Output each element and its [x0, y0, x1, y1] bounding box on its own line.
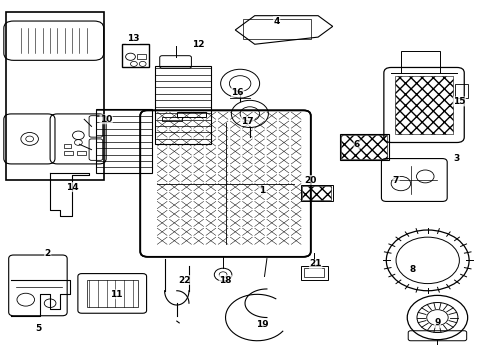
Bar	[302, 186, 331, 201]
Text: 2: 2	[45, 249, 51, 258]
Text: 4: 4	[273, 17, 280, 26]
Bar	[340, 134, 389, 160]
Text: 8: 8	[410, 265, 416, 274]
Text: 9: 9	[434, 318, 441, 327]
Bar	[342, 135, 387, 159]
Bar	[301, 266, 328, 280]
Text: 16: 16	[231, 88, 244, 97]
Bar	[456, 84, 467, 98]
Bar	[243, 19, 311, 39]
Text: 18: 18	[219, 275, 232, 284]
Bar	[177, 112, 206, 117]
Text: 10: 10	[100, 115, 112, 124]
Text: 17: 17	[241, 117, 254, 126]
Text: 11: 11	[110, 290, 122, 299]
Bar	[395, 76, 453, 134]
Bar	[304, 268, 324, 277]
Text: 15: 15	[453, 97, 465, 106]
Text: 12: 12	[193, 40, 205, 49]
Text: 7: 7	[393, 176, 399, 185]
Text: 1: 1	[259, 186, 265, 195]
Bar	[155, 66, 211, 144]
Text: 6: 6	[354, 140, 360, 149]
Text: 19: 19	[256, 320, 269, 329]
Text: 13: 13	[127, 35, 139, 44]
Text: 14: 14	[66, 183, 78, 192]
Bar	[137, 54, 146, 59]
Text: 20: 20	[305, 176, 317, 185]
Bar	[97, 109, 152, 173]
Text: 3: 3	[454, 154, 460, 163]
Bar	[87, 280, 138, 307]
Text: 21: 21	[309, 260, 322, 269]
Bar	[162, 117, 182, 121]
Text: 22: 22	[178, 275, 190, 284]
Bar	[77, 151, 86, 155]
Bar	[64, 151, 73, 155]
Bar	[122, 44, 149, 67]
Bar	[64, 144, 71, 148]
Bar	[6, 12, 104, 180]
Text: 5: 5	[35, 324, 41, 333]
Bar	[401, 51, 440, 73]
Bar	[301, 185, 333, 202]
